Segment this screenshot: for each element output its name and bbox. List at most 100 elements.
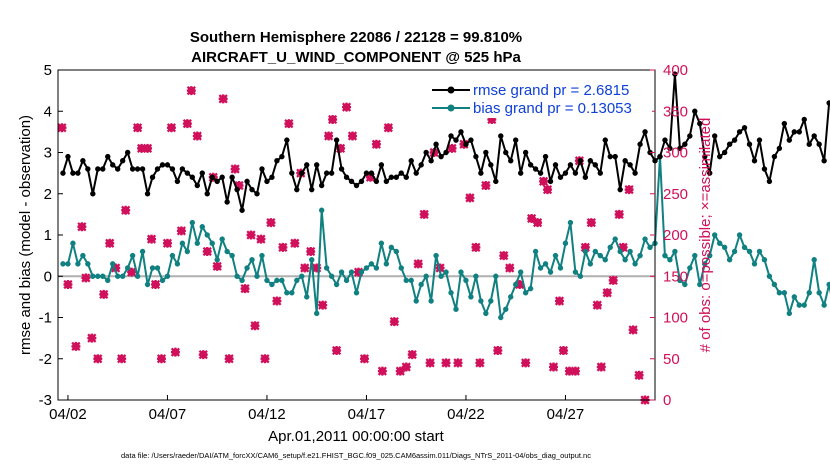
obs-count-marker (471, 242, 481, 252)
rmse-point (363, 170, 370, 176)
bias-point (443, 269, 449, 275)
bias-point (597, 252, 603, 259)
obs-count-marker (592, 300, 602, 310)
obs-assimilated-cross (481, 180, 491, 191)
bias-point (65, 261, 71, 267)
obs-assimilated-cross (170, 347, 180, 357)
obs-assimilated-cross (618, 242, 628, 252)
y-right-tick-label: 250 (663, 186, 688, 203)
rmse-point (314, 162, 320, 168)
rmse-point (617, 186, 623, 193)
obs-assimilated-cross (312, 263, 322, 273)
bias-point (756, 248, 763, 255)
y-tick-label: -2 (39, 351, 52, 368)
bias-point (781, 290, 788, 296)
bias-point (244, 265, 250, 271)
obs-assimilated-cross (425, 358, 435, 368)
rmse-point (801, 116, 807, 123)
y-axis-label: rmse and bias (model - observation) (17, 115, 34, 355)
bias-point (582, 248, 589, 255)
obs-assimilated-cross (162, 238, 173, 248)
obs-count-marker (146, 234, 157, 244)
legend: rmse grand pr = 2.6815 bias grand pr = 0… (428, 78, 652, 118)
bias-point (124, 265, 131, 271)
rmse-point (209, 174, 215, 180)
bias-point (776, 290, 783, 296)
bias-point (259, 252, 265, 259)
obs-count-marker (71, 341, 81, 351)
bias-point (95, 273, 101, 279)
y-tick-label: -1 (39, 310, 52, 327)
bias-point (393, 248, 399, 255)
obs-assimilated-cross (614, 209, 624, 219)
rmse-point (428, 158, 434, 164)
rmse-point (254, 191, 260, 197)
rmse-point (796, 129, 802, 135)
rmse-point (627, 162, 633, 168)
obs-assimilated-cross (260, 354, 270, 364)
rmse-point (741, 125, 748, 131)
obs-count-marker (256, 234, 266, 244)
obs-assimilated-cross (527, 213, 537, 224)
obs-assimilated-cross (81, 273, 91, 283)
rmse-point (115, 166, 121, 172)
y-right-tick-label: 100 (663, 310, 688, 327)
bias-point (682, 281, 688, 288)
rmse-point (542, 153, 549, 160)
rmse-point (776, 145, 783, 152)
rmse-point (110, 162, 116, 168)
obs-count-marker (425, 358, 435, 368)
bias-point (557, 265, 564, 271)
rmse-point (294, 186, 300, 193)
obs-assimilated-cross (389, 317, 399, 327)
bias-point (358, 269, 365, 275)
obs-count-marker (371, 139, 381, 149)
obs-assimilated-cross (419, 209, 429, 219)
obs-count-marker (142, 143, 153, 153)
obs-assimilated-cross (166, 123, 177, 133)
obs-count-marker (272, 296, 282, 306)
bias-point (274, 277, 280, 284)
obs-assimilated-cross (634, 370, 644, 380)
bias-point (791, 294, 797, 300)
rmse-point (513, 137, 519, 143)
rmse-point (791, 129, 797, 135)
bias-point (612, 236, 618, 242)
bias-point (488, 298, 494, 304)
bias-point (134, 273, 141, 279)
rmse-point (199, 170, 205, 176)
bias-point (378, 240, 385, 246)
bias-point (672, 248, 678, 255)
rmse-point (144, 191, 151, 197)
obs-count-marker (284, 119, 294, 129)
rmse-point (493, 178, 499, 185)
rmse-point (731, 137, 738, 143)
obs-assimilated-cross (121, 205, 131, 215)
bias-point (468, 294, 474, 300)
rmse-point (333, 137, 340, 143)
rmse-point (498, 133, 504, 139)
rmse-point (423, 149, 429, 156)
obs-assimilated-cross (278, 242, 288, 252)
bias-point (527, 285, 534, 292)
bias-point (513, 281, 519, 288)
bias-point (637, 252, 643, 259)
rmse-point (139, 166, 146, 172)
rmse-point (667, 145, 673, 152)
obs-count-marker (121, 205, 131, 215)
bias-point (80, 252, 86, 259)
obs-assimilated-cross (328, 114, 338, 125)
bias-point (826, 281, 830, 288)
bias-point (532, 248, 539, 255)
obs-assimilated-cross (117, 354, 127, 364)
obs-assimilated-cross (87, 333, 97, 343)
obs-assimilated-cross (505, 263, 515, 273)
obs-assimilated-cross (602, 288, 612, 298)
rmse-point (348, 178, 355, 185)
bias-line (63, 155, 830, 319)
rmse-point (353, 182, 360, 189)
y-tick-label: 2 (44, 186, 52, 203)
obs-count-marker (290, 238, 300, 248)
bias-point (806, 290, 812, 296)
rmse-point (642, 129, 648, 135)
